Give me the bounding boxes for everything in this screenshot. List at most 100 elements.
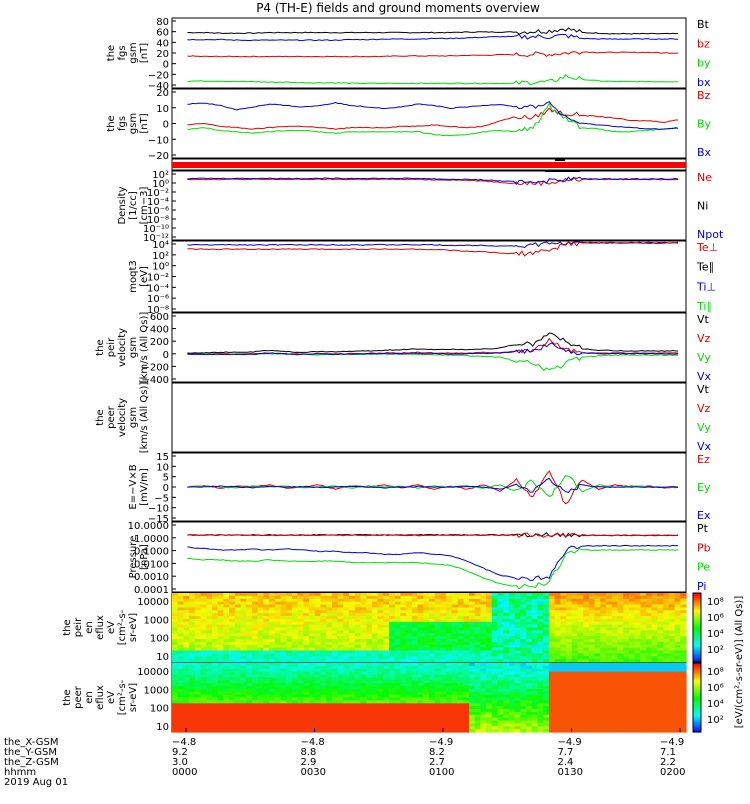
spectrogram-cell [577,618,584,623]
spectrogram-cell [229,621,236,626]
spectrogram-cell [337,659,344,663]
spectrogram-cell [257,677,264,681]
spectrogram-cell [531,613,539,617]
spectrogram-cell [286,729,293,733]
spectrogram-cell [491,726,499,730]
spectrogram-cell [514,639,521,643]
spectrogram-cell [371,671,379,676]
spectrogram-cell [429,656,436,660]
spectrogram-cell [491,633,499,637]
spectrogram-cell [463,613,470,617]
spectrogram-cell [417,688,424,693]
spectrogram-cell [491,621,499,626]
spectrogram-cell [212,674,219,678]
spectrogram-cell [628,647,636,652]
colorbar-cell [693,646,701,649]
spectrogram-cell [360,683,367,687]
spectrogram-cell [337,709,344,713]
spectrogram-cell [429,729,436,733]
spectrogram-cell [223,636,230,640]
spectrogram-cell [429,703,436,707]
y-tick-label: 600 [150,312,169,323]
spectrogram-cell [537,653,544,657]
spectrogram-cell [503,723,510,727]
spectrogram-cell [417,694,424,699]
spectrogram-cell [543,618,550,623]
spectrogram-cell [337,671,344,676]
spectrogram-cell [177,671,184,676]
spectrogram-cell [469,607,476,611]
spectrogram-cell [377,659,384,663]
spectrogram-cell [600,663,607,667]
spectrogram-cell [360,618,367,623]
spectrogram-cell [566,688,573,693]
spectrogram-cell [234,636,242,640]
spectrogram-cell [297,624,304,629]
spectrogram-cell [628,691,636,696]
spectrogram-cell [274,613,282,617]
spectrogram-cell [229,633,236,637]
panel-frame [171,170,687,241]
spectrogram-cell [389,709,396,713]
spectrogram-cell [440,601,447,606]
spectrogram-cell [520,647,527,652]
spectrogram-cell [274,618,282,623]
spectrogram-cell [360,688,367,693]
spectrogram-cell [411,630,419,634]
spectrogram-cell [297,671,304,676]
spectrogram-cell [611,604,619,608]
spectrogram-cell [309,616,316,620]
spectrogram-cell [314,630,322,634]
spectrogram-cell [520,709,527,713]
spectrogram-cell [566,621,573,626]
spectrogram-cell [434,647,441,652]
spectrogram-cell [634,641,641,646]
spectrogram-cell [257,714,264,719]
spectrogram-cell [571,618,579,623]
spectrogram-cell [440,624,447,629]
spectrogram-cell [594,694,601,699]
spectrogram-cell [628,703,636,707]
spectrogram-cell [577,723,584,727]
spectrogram-cell [680,610,687,614]
spectrogram-cell [560,720,567,724]
spectrogram-cell [314,683,322,687]
spectrogram-cell [280,720,287,724]
spectrogram-cell [514,683,521,687]
spectrogram-cell [571,595,579,600]
spectrogram-cell [252,630,259,634]
spectrogram-cell [303,613,310,617]
spectrogram-cell [560,641,567,646]
spectrogram-cell [229,601,236,606]
spectrogram-cell [474,659,481,663]
spectrogram-cell [440,711,447,716]
spectrogram-cell [389,604,396,608]
colorbar-cell [693,593,701,596]
spectrogram-cell [309,674,316,678]
spectrogram-cell [303,624,310,629]
series-line-Vy [187,353,679,372]
spectrogram-cell [240,711,247,716]
spectrogram-cell [172,665,179,670]
colorbar-cell [693,702,701,705]
spectrogram-cell [429,653,436,657]
spectrogram-cell [634,663,641,667]
spectrogram-cell [628,653,636,657]
spectrogram-cell [371,601,379,606]
spectrogram-cell [651,644,658,649]
spectrogram-cell [503,663,510,667]
spectrogram-cell [577,595,584,600]
spectrogram-cell [674,633,681,637]
spectrogram-cell [291,595,299,600]
spectrogram-cell [446,714,453,719]
spectrogram-cell [469,659,476,663]
spectrogram-cell [514,706,521,710]
spectrogram-cell [263,613,270,617]
spectrogram-cell [200,694,207,699]
spectrogram-cell [429,601,436,606]
spectrogram-cell [583,683,590,687]
spectrogram-cell [668,688,676,693]
spectrogram-cell [360,686,367,690]
spectrogram-cell [543,636,550,640]
